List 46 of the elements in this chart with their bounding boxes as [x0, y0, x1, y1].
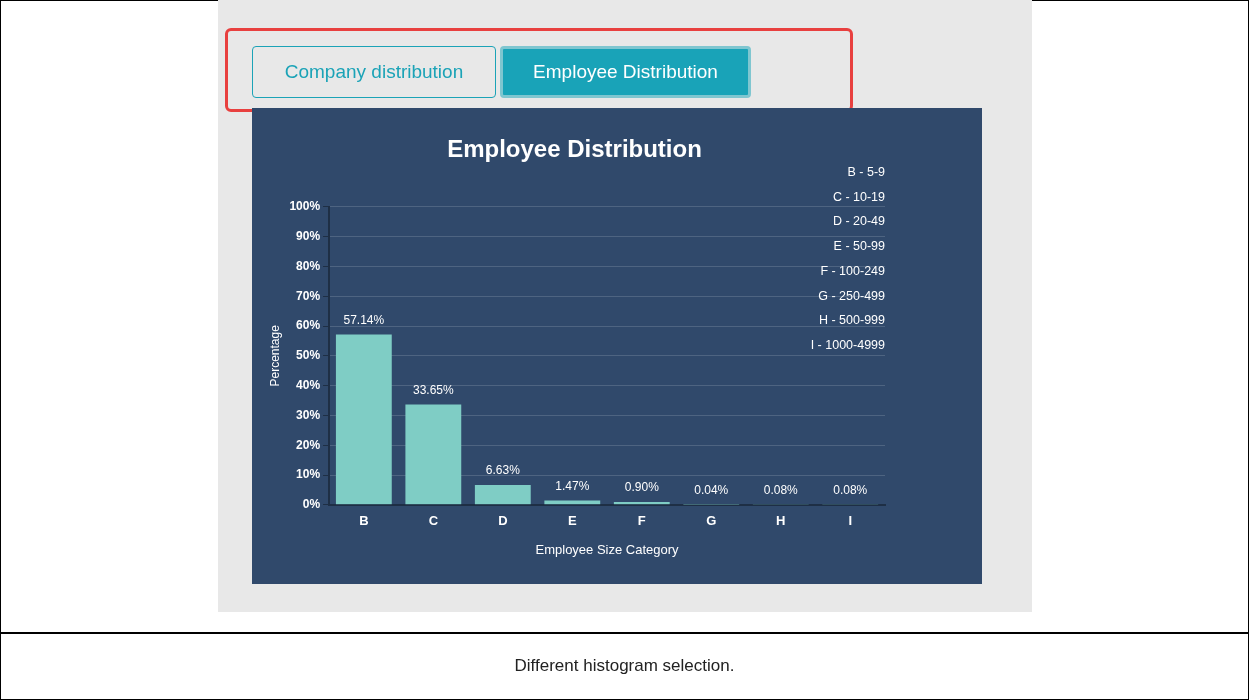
y-tick-label: 80% — [296, 258, 321, 273]
x-tick-label: B — [359, 513, 369, 529]
x-tick-label: C — [428, 513, 439, 529]
data-label: 33.65% — [412, 382, 454, 397]
annotation: F - 100-249 — [819, 262, 885, 280]
bar — [613, 502, 670, 505]
y-tick-label: 20% — [296, 437, 321, 452]
data-label: 0.08% — [763, 482, 799, 497]
annotation: G - 250-499 — [817, 287, 885, 305]
annotation: H - 500-999 — [818, 312, 885, 330]
data-label: 1.47% — [555, 478, 590, 493]
x-axis-title: Employee Size Category — [535, 541, 680, 557]
x-tick-label: H — [776, 513, 786, 529]
y-tick-label: 0% — [302, 497, 321, 512]
bar — [405, 404, 462, 505]
text: C - 10-19 — [831, 188, 885, 206]
annotation: D - 20-49 — [831, 213, 885, 231]
text: Company distribution — [252, 46, 496, 98]
annotation: I - 1000-4999 — [810, 336, 885, 354]
y-axis-title: Percentage — [267, 324, 282, 387]
y-tick-label: 100% — [289, 199, 321, 214]
data-label: 6.63% — [485, 463, 521, 478]
x-tick-label: D — [498, 513, 508, 529]
y-tick-label: 10% — [296, 467, 321, 482]
data-label: 0.08% — [833, 482, 868, 497]
data-label: 0.90% — [624, 480, 660, 495]
y-tick-label: 70% — [296, 288, 321, 303]
bar — [544, 500, 601, 505]
text: B - 5-9 — [846, 164, 885, 181]
x-tick-label: E — [567, 513, 577, 529]
y-tick-label: 40% — [296, 377, 321, 392]
data-label: 57.14% — [343, 312, 385, 327]
y-tick-label: 60% — [296, 318, 321, 333]
y-tick-label: 30% — [296, 407, 321, 422]
x-tick-label: G — [706, 513, 717, 529]
text: Employee Distribution — [500, 46, 751, 98]
y-tick-label: 90% — [296, 228, 321, 243]
data-label: 0.04% — [694, 482, 729, 497]
x-tick-label: F — [637, 513, 646, 529]
y-tick-label: 50% — [296, 348, 321, 363]
annotation: E - 50-99 — [832, 238, 885, 256]
text: Different histogram selection. — [513, 655, 736, 677]
chart-title: Employee Distribution — [447, 135, 702, 163]
bar — [474, 485, 531, 505]
x-tick-label: I — [848, 513, 853, 529]
bar — [335, 334, 392, 505]
